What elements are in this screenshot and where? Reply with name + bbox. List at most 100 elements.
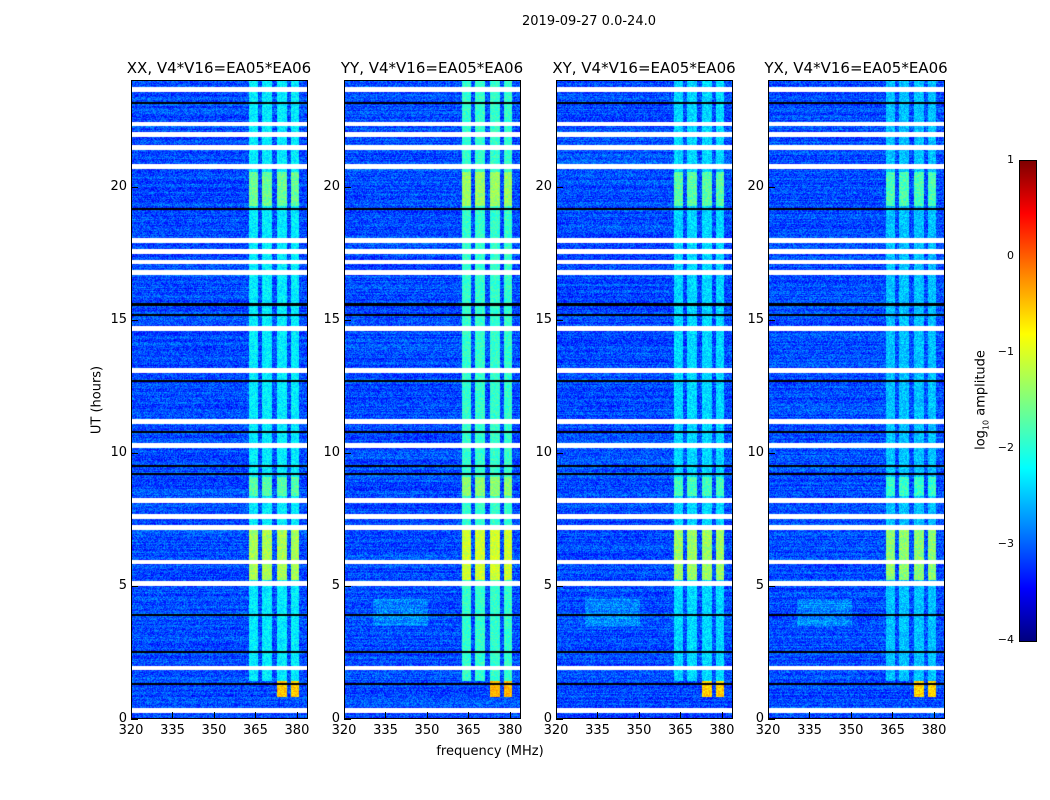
- y-tick: [768, 319, 775, 321]
- spectrogram-heatmap: [345, 81, 520, 718]
- y-tick: [131, 719, 138, 720]
- x-tick-label: 380: [921, 723, 947, 738]
- y-tick-label: 15: [323, 311, 340, 327]
- y-tick-label: 0: [543, 711, 552, 726]
- x-tick-label: 350: [201, 723, 227, 738]
- y-tick-label: 20: [323, 178, 340, 194]
- x-tick-label: 365: [880, 723, 905, 738]
- y-tick: [768, 186, 775, 188]
- y-tick-label: 0: [331, 711, 340, 726]
- x-tick: [892, 712, 894, 719]
- y-tick: [344, 719, 351, 720]
- spectrogram-heatmap: [132, 81, 307, 718]
- y-tick: [344, 452, 351, 454]
- y-tick: [344, 186, 351, 188]
- x-tick-label: 365: [456, 723, 481, 738]
- x-tick: [850, 712, 852, 719]
- colorbar: [1019, 160, 1037, 642]
- y-tick-label: 5: [331, 577, 340, 593]
- y-tick-label: 15: [535, 311, 552, 327]
- colorbar-tick-label: −2: [997, 441, 1014, 454]
- x-tick-label: 335: [373, 723, 398, 738]
- spectrogram-panel: [556, 80, 733, 719]
- x-tick: [426, 712, 428, 719]
- x-axis-label: frequency (MHz): [436, 744, 544, 759]
- y-tick-label: 10: [323, 444, 340, 460]
- y-tick-label: 5: [118, 577, 127, 593]
- x-tick: [385, 712, 387, 719]
- y-axis-label: UT (hours): [89, 365, 105, 435]
- y-tick: [556, 319, 563, 321]
- panel-title: XY, V4*V16=EA05*EA06: [552, 59, 736, 77]
- y-tick-label: 10: [535, 444, 552, 460]
- x-tick-label: 350: [838, 723, 864, 738]
- x-tick: [131, 712, 132, 719]
- x-tick-label: 335: [585, 723, 610, 738]
- x-tick-label: 335: [797, 723, 822, 738]
- y-tick: [131, 319, 138, 321]
- colorbar-tick-label: −1: [997, 345, 1014, 358]
- x-tick: [255, 712, 257, 719]
- y-tick: [768, 585, 775, 587]
- y-tick-label: 20: [535, 178, 552, 194]
- y-tick: [131, 585, 138, 587]
- y-tick-label: 10: [747, 444, 764, 460]
- x-tick: [213, 712, 215, 719]
- y-tick-label: 20: [110, 178, 127, 194]
- x-tick-label: 320: [755, 723, 781, 738]
- x-tick: [344, 712, 345, 719]
- x-tick: [468, 712, 470, 719]
- spectrogram-heatmap: [557, 81, 732, 718]
- y-tick: [556, 186, 563, 188]
- y-tick-label: 0: [118, 711, 127, 726]
- x-tick: [680, 712, 682, 719]
- y-tick-label: 15: [110, 311, 127, 327]
- y-tick: [556, 719, 563, 720]
- x-tick-label: 320: [543, 723, 569, 738]
- spectrogram-panel: [768, 80, 945, 719]
- x-tick: [556, 712, 557, 719]
- colorbar-tick-label: 0: [1007, 249, 1014, 262]
- x-tick-label: 380: [284, 723, 310, 738]
- y-tick: [344, 319, 351, 321]
- spectrogram-panel: [344, 80, 521, 719]
- x-tick: [638, 712, 640, 719]
- x-tick: [172, 712, 174, 719]
- colorbar-label: log10 amplitude: [973, 350, 991, 450]
- y-tick-label: 0: [755, 711, 764, 726]
- x-tick-label: 320: [118, 723, 144, 738]
- x-tick-label: 320: [331, 723, 357, 738]
- spectrogram-heatmap: [769, 81, 944, 718]
- x-tick: [509, 712, 511, 719]
- x-tick-label: 365: [243, 723, 268, 738]
- panel-title: YX, V4*V16=EA05*EA06: [764, 59, 948, 77]
- y-tick: [556, 452, 563, 454]
- x-tick: [809, 712, 811, 719]
- y-tick: [131, 186, 138, 188]
- colorbar-tick-label: −4: [997, 633, 1014, 646]
- x-tick: [933, 712, 935, 719]
- x-tick: [296, 712, 298, 719]
- y-tick: [556, 585, 563, 587]
- y-tick-label: 5: [755, 577, 764, 593]
- x-tick: [721, 712, 723, 719]
- y-tick-label: 20: [747, 178, 764, 194]
- y-tick: [131, 452, 138, 454]
- y-tick-label: 10: [110, 444, 127, 460]
- x-tick-label: 335: [160, 723, 185, 738]
- panel-title: XX, V4*V16=EA05*EA06: [126, 59, 312, 77]
- y-tick: [344, 585, 351, 587]
- figure-title: 2019-09-27 0.0-24.0: [522, 14, 656, 29]
- colorbar-tick-label: 1: [1007, 153, 1014, 166]
- x-tick-label: 380: [497, 723, 523, 738]
- y-tick: [768, 719, 775, 720]
- x-tick-label: 350: [626, 723, 652, 738]
- panel-title: YY, V4*V16=EA05*EA06: [340, 59, 524, 77]
- spectrogram-panel: [131, 80, 308, 719]
- x-tick: [597, 712, 599, 719]
- colorbar-tick-label: −3: [997, 537, 1014, 550]
- x-tick-label: 350: [414, 723, 440, 738]
- x-tick-label: 380: [709, 723, 735, 738]
- x-tick-label: 365: [668, 723, 693, 738]
